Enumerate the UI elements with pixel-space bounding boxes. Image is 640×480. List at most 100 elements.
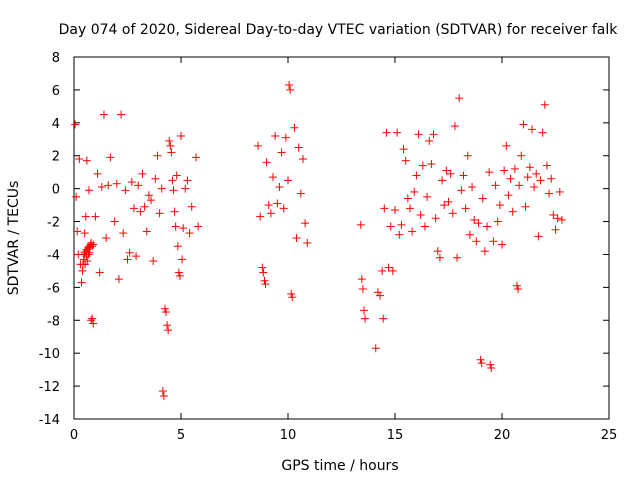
data-point <box>512 281 521 290</box>
data-point <box>504 191 513 200</box>
data-point <box>142 227 151 236</box>
data-point <box>486 360 495 369</box>
data-point <box>179 224 188 233</box>
data-point <box>373 288 382 297</box>
y-axis-label: SDTVAR / TECUs <box>6 181 22 296</box>
data-point <box>138 169 147 178</box>
data-point <box>357 275 366 284</box>
data-point <box>132 252 141 261</box>
x-axis-label: GPS time / hours <box>281 458 398 474</box>
y-tick-label: 6 <box>52 84 60 99</box>
y-tick-label: -2 <box>47 216 60 231</box>
data-point <box>510 164 519 173</box>
data-point <box>288 293 297 302</box>
data-point <box>463 151 472 160</box>
data-point <box>547 174 556 183</box>
chart-title: Day 074 of 2020, Sidereal Day-to-day VTE… <box>59 22 619 38</box>
data-point <box>380 204 389 213</box>
data-point <box>287 289 296 298</box>
data-point <box>102 234 111 242</box>
data-point <box>294 143 303 152</box>
x-tick-label: 25 <box>601 428 618 443</box>
data-point <box>85 248 94 257</box>
data-point <box>281 133 290 142</box>
data-point <box>80 229 89 238</box>
data-point <box>371 344 380 353</box>
data-point <box>553 214 562 223</box>
data-point <box>81 212 90 221</box>
data-point <box>358 285 367 294</box>
data-point <box>536 176 545 185</box>
data-point <box>391 206 399 215</box>
data-point <box>81 260 90 269</box>
data-point <box>448 209 457 218</box>
data-point <box>527 125 536 134</box>
data-point <box>140 202 149 211</box>
data-point <box>121 186 130 195</box>
data-point <box>110 217 119 226</box>
data-point <box>433 247 442 256</box>
data-point <box>260 276 269 285</box>
data-point <box>495 201 504 210</box>
x-tick-label: 5 <box>177 428 185 443</box>
data-point <box>160 304 169 313</box>
data-point <box>361 314 370 323</box>
data-point <box>264 201 273 210</box>
data-point <box>379 314 388 323</box>
data-point <box>410 187 419 196</box>
y-tick-label: -12 <box>39 380 60 395</box>
data-point <box>165 136 174 145</box>
data-point <box>500 166 509 175</box>
data-point <box>155 209 164 218</box>
data-point <box>114 275 123 284</box>
data-point <box>112 179 121 188</box>
x-tick-label: 15 <box>387 428 404 443</box>
data-point <box>517 151 526 160</box>
y-axis: -14 -12 -10 -8 -6 -4 -2 0 2 4 6 8 <box>39 51 609 428</box>
data-point <box>71 120 80 129</box>
data-point <box>91 212 100 221</box>
data-point <box>549 210 558 219</box>
data-point <box>474 219 483 228</box>
data-point <box>303 238 312 247</box>
data-point <box>106 153 115 162</box>
data-point <box>532 169 541 178</box>
data-point <box>171 222 180 231</box>
data-point <box>459 171 468 180</box>
y-tick-label: -4 <box>47 248 60 263</box>
data-point <box>149 257 158 266</box>
data-point <box>438 176 447 185</box>
data-point <box>185 229 194 238</box>
data-point <box>167 148 176 157</box>
data-point <box>378 266 387 275</box>
data-point <box>489 237 498 246</box>
data-point <box>151 174 160 183</box>
data-point <box>538 128 547 137</box>
data-point <box>403 194 412 203</box>
data-point <box>168 176 177 185</box>
x-tick-label: 10 <box>280 428 297 443</box>
data-point <box>95 268 104 277</box>
data-point <box>408 227 417 236</box>
y-tick-label: 2 <box>52 150 60 165</box>
x-axis: 0 5 10 15 20 25 <box>70 57 617 443</box>
data-point <box>401 156 410 165</box>
data-point <box>83 257 92 266</box>
data-point <box>279 204 288 213</box>
data-point <box>261 280 270 289</box>
data-point <box>506 174 515 183</box>
data-point <box>470 215 479 224</box>
data-point <box>519 120 528 129</box>
data-point <box>89 240 98 249</box>
data-point <box>164 326 173 335</box>
data-point <box>498 240 506 249</box>
data-point <box>88 314 97 323</box>
data-point <box>169 186 178 195</box>
y-tick-label: 4 <box>52 117 60 132</box>
data-point <box>478 194 487 203</box>
data-point <box>84 250 93 259</box>
data-point <box>376 291 385 300</box>
data-point <box>177 131 185 140</box>
